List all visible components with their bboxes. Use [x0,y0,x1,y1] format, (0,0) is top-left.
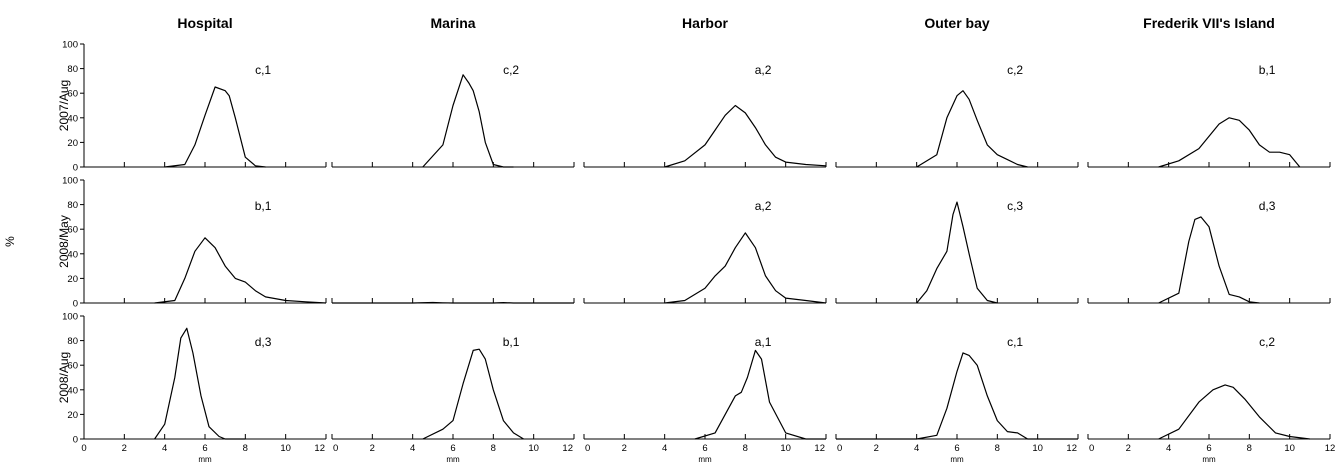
x-tick-label: 2 [370,443,375,454]
panel-annotation: c,2 [1007,63,1023,77]
x-tick-label: 6 [702,443,707,454]
column-title: Outer bay [924,15,990,31]
x-tick-label: 2 [622,443,627,454]
x-tick-label: 10 [528,443,539,454]
y-tick-label: 100 [62,312,78,323]
x-tick-label: 2 [874,443,879,454]
x-tick-label: 8 [1247,443,1252,454]
x-axis-label: mm [446,455,460,464]
x-tick-label: 6 [1206,443,1211,454]
series-line [694,349,826,440]
series-line [422,74,514,168]
y-tick-label: 80 [67,64,78,75]
series-line [1158,216,1260,304]
y-tick-label: 60 [67,89,78,100]
x-tick-label: 12 [314,443,325,454]
series-line [164,86,266,168]
series-line [1158,117,1301,168]
series-line [664,104,827,168]
panel-annotation: a,2 [755,63,772,77]
row-label: 2007/Aug [57,80,71,131]
x-tick-label: 4 [410,443,415,454]
series-line [154,237,327,304]
column-title: Hospital [177,15,232,31]
panel-annotation: a,1 [755,335,772,349]
y-tick-label: 100 [62,40,78,51]
x-tick-label: 12 [1325,443,1336,454]
y-tick-label: 0 [73,163,78,174]
y-tick-label: 60 [67,225,78,236]
x-tick-label: 12 [814,443,825,454]
panel-annotation: d,3 [255,335,272,349]
y-tick-label: 0 [73,299,78,310]
y-tick-label: 80 [67,200,78,211]
x-tick-label: 6 [450,443,455,454]
y-tick-label: 80 [67,336,78,347]
column-title: Frederik VII's Island [1143,15,1275,31]
panel-annotation: c,2 [1259,335,1275,349]
x-tick-label: 0 [837,443,842,454]
column-title: Marina [430,15,475,31]
series-line [1158,384,1310,440]
x-tick-label: 8 [491,443,496,454]
x-tick-label: 10 [1032,443,1043,454]
series-line [332,301,574,304]
x-tick-label: 12 [1066,443,1077,454]
x-axis-label: mm [1202,455,1216,464]
y-tick-label: 100 [62,176,78,187]
x-tick-label: 8 [243,443,248,454]
series-line [916,201,998,304]
panel-annotation: b,1 [503,335,520,349]
panel-annotation: b,1 [1259,63,1276,77]
x-tick-label: 0 [585,443,590,454]
x-tick-label: 2 [122,443,127,454]
series-line [154,327,246,440]
x-tick-label: 0 [81,443,86,454]
x-axis-label: mm [198,455,212,464]
x-tick-label: 0 [1089,443,1094,454]
x-tick-label: 6 [954,443,959,454]
x-tick-label: 4 [914,443,919,454]
x-tick-label: 0 [333,443,338,454]
x-tick-label: 8 [743,443,748,454]
x-tick-label: 10 [780,443,791,454]
y-tick-label: 20 [67,138,78,149]
panel-annotation: c,2 [503,63,519,77]
panel-annotation: c,1 [255,63,271,77]
series-line [916,90,1028,168]
panel-annotation: d,3 [1259,199,1276,213]
y-tick-label: 20 [67,274,78,285]
x-tick-label: 12 [562,443,573,454]
y-tick-label: 60 [67,361,78,372]
series-line [836,352,1078,440]
panel-annotation: a,2 [755,199,772,213]
row-label: 2008/May [57,215,71,268]
x-tick-label: 4 [1166,443,1171,454]
y-tick-label: 40 [67,113,78,124]
x-tick-label: 6 [202,443,207,454]
x-axis-label: mm [950,455,964,464]
x-tick-label: 10 [1284,443,1295,454]
series-line [664,232,827,304]
x-tick-label: 4 [662,443,667,454]
row-label: 2008/Aug [57,352,71,403]
y-tick-label: 40 [67,385,78,396]
y-axis-label: % [3,236,17,247]
panel-annotation: b,1 [255,199,272,213]
x-axis-label: mm [698,455,712,464]
y-tick-label: 40 [67,249,78,260]
y-tick-label: 0 [73,435,78,446]
x-tick-label: 4 [162,443,167,454]
x-tick-label: 2 [1126,443,1131,454]
panel-annotation: c,3 [1007,199,1023,213]
x-tick-label: 10 [280,443,291,454]
y-tick-label: 20 [67,410,78,421]
x-tick-label: 8 [995,443,1000,454]
series-line [422,348,524,440]
panel-annotation: c,1 [1007,335,1023,349]
column-title: Harbor [682,15,728,31]
